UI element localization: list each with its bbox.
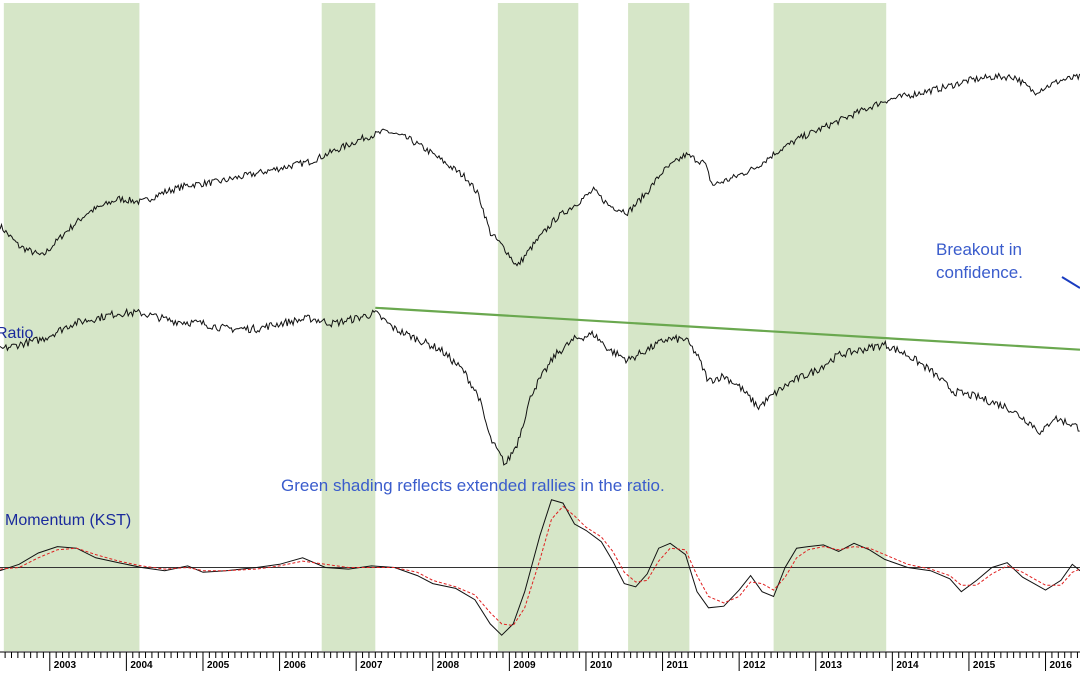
breakout-annotation-line1: Breakout in (936, 240, 1022, 259)
ratio-series-1-line (0, 307, 1080, 466)
shaded-period-2 (321, 3, 376, 651)
x-tick-label-2015: 2015 (973, 660, 996, 671)
panel-labels: Ratio Momentum (KST) (0, 325, 131, 529)
shaded-period-3 (497, 3, 579, 651)
x-tick-label-2012: 2012 (743, 660, 766, 671)
kst-panel-label: Momentum (KST) (5, 512, 131, 529)
x-tick-label-2010: 2010 (590, 660, 613, 671)
ratio-series-2-line (375, 306, 1080, 351)
x-tick-label-2016: 2016 (1050, 660, 1073, 671)
x-tick-label-2008: 2008 (437, 660, 460, 671)
shaded-period-4 (628, 3, 690, 651)
shaded-period-5 (773, 3, 887, 651)
breakout-annotation-line2: confidence. (936, 263, 1023, 282)
x-tick-label-2014: 2014 (896, 660, 919, 671)
kst-series-1-line (0, 499, 1080, 636)
series-lines (0, 72, 1080, 636)
x-tick-label-2007: 2007 (360, 660, 383, 671)
x-tick-label-2003: 2003 (54, 660, 77, 671)
shading-note-annotation: Green shading reflects extended rallies … (281, 476, 665, 495)
x-tick-label-2011: 2011 (667, 660, 689, 671)
x-tick-label-2004: 2004 (130, 660, 153, 671)
price-series-1-line (0, 72, 1080, 267)
x-tick-label-2005: 2005 (207, 660, 230, 671)
x-tick-label-2009: 2009 (513, 660, 536, 671)
breakout-arrow (1061, 276, 1080, 289)
time-axis: 2003 2004 2005 2006 2007 2008 2009 2010 2011 2012… (0, 651, 1080, 671)
ratio-panel-label: Ratio (0, 325, 33, 342)
x-tick-label-2006: 2006 (284, 660, 307, 671)
x-tick-label-2013: 2013 (820, 660, 843, 671)
shaded-periods (3, 3, 887, 651)
